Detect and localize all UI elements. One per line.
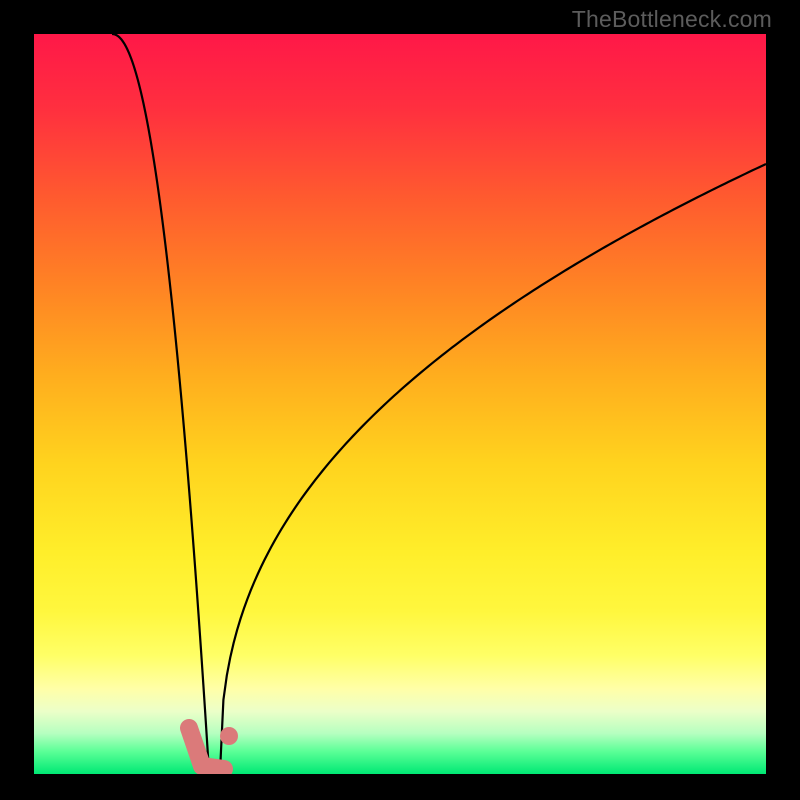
watermark-text: TheBottleneck.com: [572, 6, 772, 33]
bottleneck-curves: [34, 34, 766, 774]
min-markers: [189, 727, 238, 769]
chart-frame: TheBottleneck.com: [0, 0, 800, 800]
right-curve: [220, 164, 766, 772]
plot-area: [34, 34, 766, 774]
left-curve: [112, 34, 209, 772]
